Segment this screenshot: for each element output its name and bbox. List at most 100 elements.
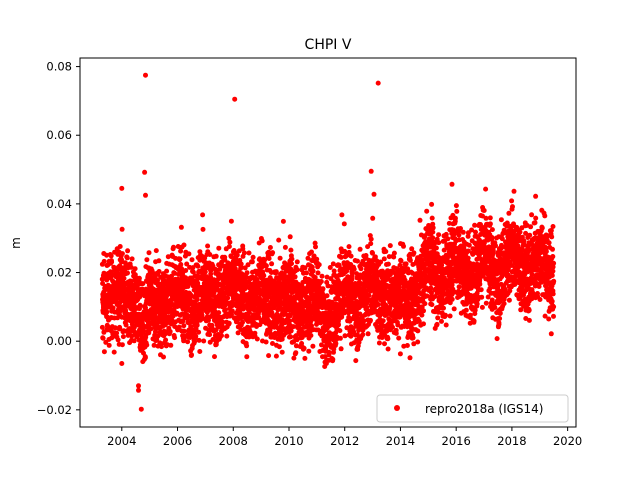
data-point <box>309 249 314 255</box>
data-point <box>435 309 441 315</box>
data-point <box>270 250 276 256</box>
data-point <box>419 304 425 310</box>
data-point <box>302 265 308 271</box>
data-point <box>342 248 348 254</box>
data-point <box>294 337 300 343</box>
data-point <box>341 221 347 227</box>
data-point <box>312 240 318 246</box>
data-point <box>474 301 480 307</box>
data-point <box>342 333 348 339</box>
data-point <box>473 229 478 235</box>
data-point <box>430 225 436 231</box>
data-point <box>338 346 344 352</box>
data-point <box>319 273 325 279</box>
data-point <box>499 236 505 242</box>
data-point <box>346 244 352 250</box>
data-point <box>291 324 296 330</box>
data-point <box>313 244 318 250</box>
data-point <box>310 343 316 349</box>
data-point <box>498 217 504 223</box>
data-point <box>289 261 294 267</box>
data-point <box>381 256 387 262</box>
data-point <box>277 255 283 261</box>
data-point <box>452 215 458 221</box>
data-point <box>229 308 235 314</box>
data-point <box>123 322 129 328</box>
data-point <box>101 349 107 355</box>
data-point <box>129 333 135 339</box>
data-point <box>422 301 428 307</box>
data-point <box>348 333 354 339</box>
data-point <box>128 264 134 270</box>
data-point <box>263 339 269 345</box>
data-point <box>156 258 162 264</box>
data-point <box>115 337 121 343</box>
data-point <box>282 244 288 250</box>
data-point <box>194 322 200 328</box>
data-point <box>289 256 295 262</box>
data-point <box>409 246 415 252</box>
data-point <box>298 297 304 303</box>
data-point <box>156 269 162 274</box>
data-point <box>327 265 333 270</box>
data-point <box>196 329 202 335</box>
data-point <box>338 254 344 260</box>
data-point <box>273 269 279 275</box>
data-point <box>507 288 513 294</box>
data-point <box>436 240 442 246</box>
data-point <box>493 243 498 249</box>
data-point <box>234 252 240 258</box>
data-point <box>212 304 218 310</box>
data-point <box>121 275 127 281</box>
data-point <box>492 305 498 310</box>
data-point <box>415 339 421 345</box>
data-point <box>178 224 184 230</box>
data-point <box>337 335 343 341</box>
data-point <box>267 245 273 250</box>
data-point <box>314 256 320 262</box>
data-point <box>405 300 411 306</box>
data-point <box>323 343 329 349</box>
data-point <box>506 297 512 303</box>
data-point <box>396 335 402 341</box>
data-point <box>326 349 332 355</box>
data-point <box>124 255 130 261</box>
data-point <box>429 215 435 221</box>
data-point <box>224 333 230 339</box>
data-point <box>225 295 231 301</box>
data-point <box>111 349 117 355</box>
data-point <box>383 249 389 254</box>
data-point <box>276 237 282 243</box>
data-point <box>401 243 406 249</box>
data-point <box>348 253 354 259</box>
data-point <box>436 232 442 238</box>
data-point <box>213 253 219 259</box>
data-point <box>358 266 364 272</box>
data-point <box>375 302 381 307</box>
data-point <box>489 227 495 233</box>
data-point <box>365 331 371 337</box>
data-point <box>320 286 326 292</box>
data-point <box>407 257 413 263</box>
data-point <box>220 319 225 325</box>
data-point <box>424 208 430 214</box>
data-point <box>329 289 334 295</box>
data-point <box>241 250 247 256</box>
data-point <box>205 243 211 249</box>
data-point <box>470 251 476 257</box>
data-point <box>439 318 444 324</box>
data-point <box>456 284 462 290</box>
data-point <box>433 245 439 251</box>
data-point <box>291 355 297 361</box>
data-point <box>336 322 341 328</box>
data-point <box>449 282 455 288</box>
data-point <box>261 273 267 279</box>
data-point <box>435 315 441 321</box>
data-point <box>226 235 232 241</box>
data-point <box>105 324 111 330</box>
data-point <box>480 272 486 278</box>
data-point <box>467 312 473 318</box>
data-point <box>292 274 298 280</box>
data-point <box>344 325 350 331</box>
data-point <box>207 252 213 257</box>
